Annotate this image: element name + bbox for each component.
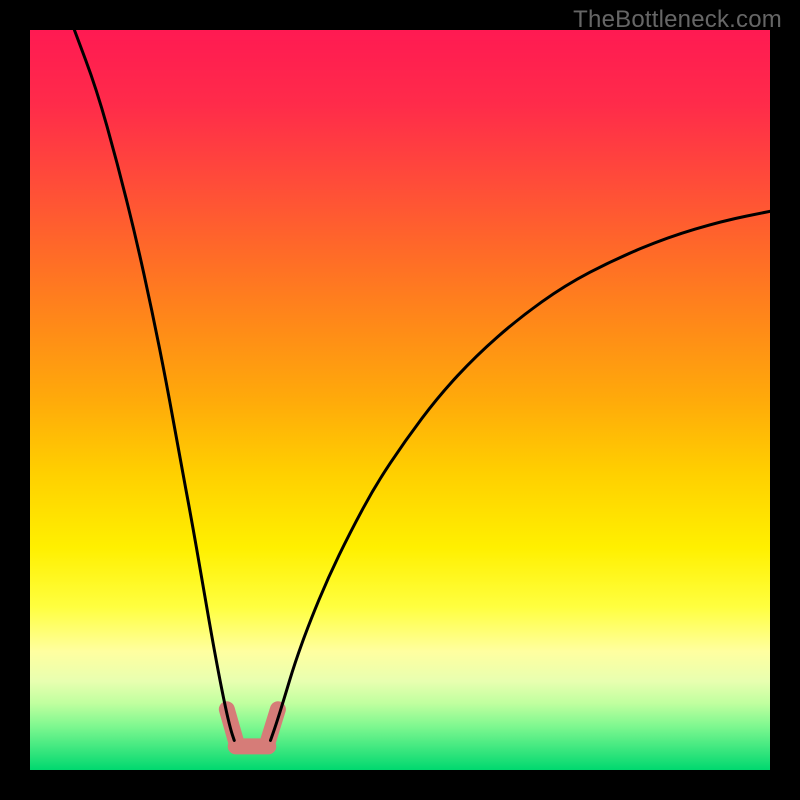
curve-layer xyxy=(30,30,770,770)
curve-left-branch xyxy=(74,30,234,740)
curve-right-branch xyxy=(271,211,771,740)
chart-canvas: TheBottleneck.com xyxy=(0,0,800,800)
plot-area xyxy=(30,30,770,770)
